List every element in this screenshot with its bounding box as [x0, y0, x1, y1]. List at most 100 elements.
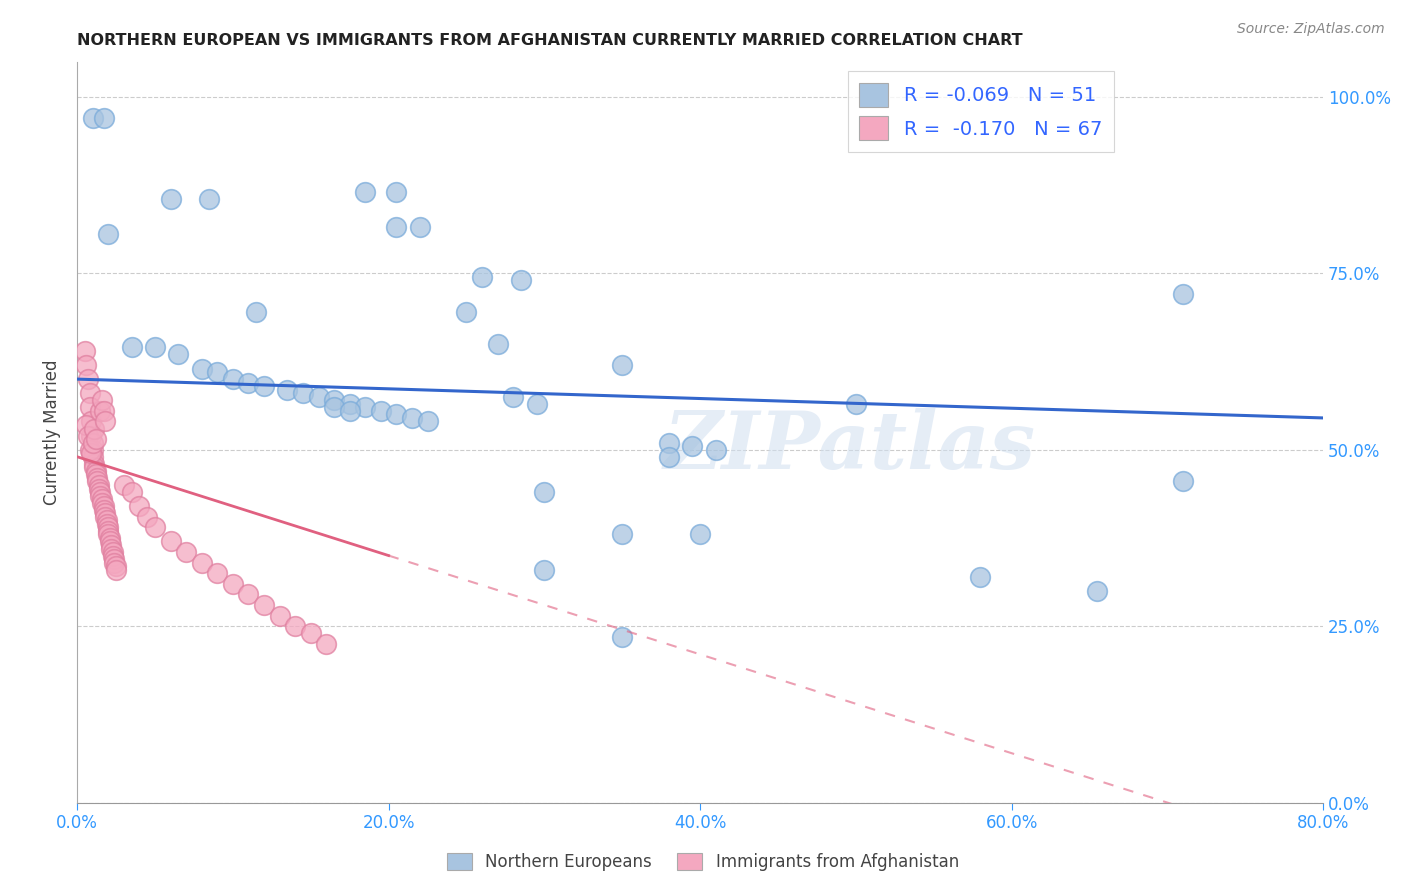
Point — [93, 499, 115, 513]
Point — [87, 482, 110, 496]
Point — [401, 411, 423, 425]
Point — [100, 541, 122, 556]
Point — [323, 401, 346, 415]
Point — [96, 513, 118, 527]
Point — [97, 227, 120, 242]
Point — [87, 478, 110, 492]
Point — [94, 414, 117, 428]
Point — [222, 372, 245, 386]
Point — [84, 432, 107, 446]
Point — [486, 336, 509, 351]
Point — [339, 404, 361, 418]
Point — [533, 485, 555, 500]
Point — [291, 386, 314, 401]
Point — [89, 404, 111, 418]
Point — [103, 556, 125, 570]
Point — [339, 397, 361, 411]
Point — [612, 527, 634, 541]
Point — [222, 576, 245, 591]
Point — [98, 534, 121, 549]
Point — [80, 446, 103, 460]
Point — [83, 460, 105, 475]
Point — [207, 365, 229, 379]
Point — [198, 192, 221, 206]
Point — [93, 404, 115, 418]
Point — [75, 417, 97, 432]
Point — [689, 527, 711, 541]
Point — [385, 185, 408, 199]
Point — [159, 534, 181, 549]
Point — [143, 520, 166, 534]
Point — [82, 442, 104, 457]
Point — [79, 401, 101, 415]
Point — [136, 509, 159, 524]
Point — [86, 471, 108, 485]
Point — [323, 393, 346, 408]
Text: ZIPatlas: ZIPatlas — [664, 409, 1036, 485]
Text: NORTHERN EUROPEAN VS IMMIGRANTS FROM AFGHANISTAN CURRENTLY MARRIED CORRELATION C: NORTHERN EUROPEAN VS IMMIGRANTS FROM AFG… — [77, 33, 1022, 48]
Point — [269, 608, 291, 623]
Point — [112, 478, 135, 492]
Point — [89, 489, 111, 503]
Point — [526, 397, 548, 411]
Point — [94, 506, 117, 520]
Point — [845, 397, 868, 411]
Point — [385, 408, 408, 422]
Point — [79, 386, 101, 401]
Point — [91, 393, 114, 408]
Point — [1171, 475, 1194, 489]
Point — [75, 358, 97, 372]
Point — [245, 305, 267, 319]
Point — [612, 630, 634, 644]
Point — [101, 549, 124, 563]
Point — [97, 524, 120, 538]
Point — [77, 372, 100, 386]
Point — [190, 361, 212, 376]
Point — [174, 545, 197, 559]
Point — [97, 527, 120, 541]
Point — [105, 563, 128, 577]
Point — [128, 499, 150, 513]
Point — [84, 464, 107, 478]
Point — [83, 421, 105, 435]
Point — [83, 457, 105, 471]
Point — [96, 516, 118, 531]
Point — [681, 439, 703, 453]
Legend: R = -0.069   N = 51, R =  -0.170   N = 67: R = -0.069 N = 51, R = -0.170 N = 67 — [848, 71, 1114, 152]
Point — [299, 626, 322, 640]
Point — [121, 485, 143, 500]
Point — [82, 111, 104, 125]
Point — [159, 192, 181, 206]
Point — [94, 509, 117, 524]
Point — [533, 563, 555, 577]
Point — [91, 495, 114, 509]
Point — [456, 305, 478, 319]
Point — [409, 220, 432, 235]
Point — [502, 390, 524, 404]
Point — [238, 376, 260, 390]
Legend: Northern Europeans, Immigrants from Afghanistan: Northern Europeans, Immigrants from Afgh… — [439, 845, 967, 880]
Point — [1171, 287, 1194, 301]
Point — [105, 559, 128, 574]
Point — [510, 273, 533, 287]
Point — [91, 492, 114, 507]
Point — [658, 435, 681, 450]
Point — [704, 442, 727, 457]
Point — [101, 545, 124, 559]
Text: Source: ZipAtlas.com: Source: ZipAtlas.com — [1237, 22, 1385, 37]
Point — [143, 340, 166, 354]
Point — [79, 442, 101, 457]
Point — [82, 450, 104, 464]
Point — [93, 111, 115, 125]
Point — [84, 467, 107, 482]
Point — [969, 570, 991, 584]
Point — [658, 450, 681, 464]
Point — [315, 637, 337, 651]
Point — [354, 401, 377, 415]
Point — [77, 428, 100, 442]
Point — [121, 340, 143, 354]
Point — [612, 358, 634, 372]
Point — [207, 566, 229, 581]
Point — [73, 343, 96, 358]
Point — [167, 347, 190, 361]
